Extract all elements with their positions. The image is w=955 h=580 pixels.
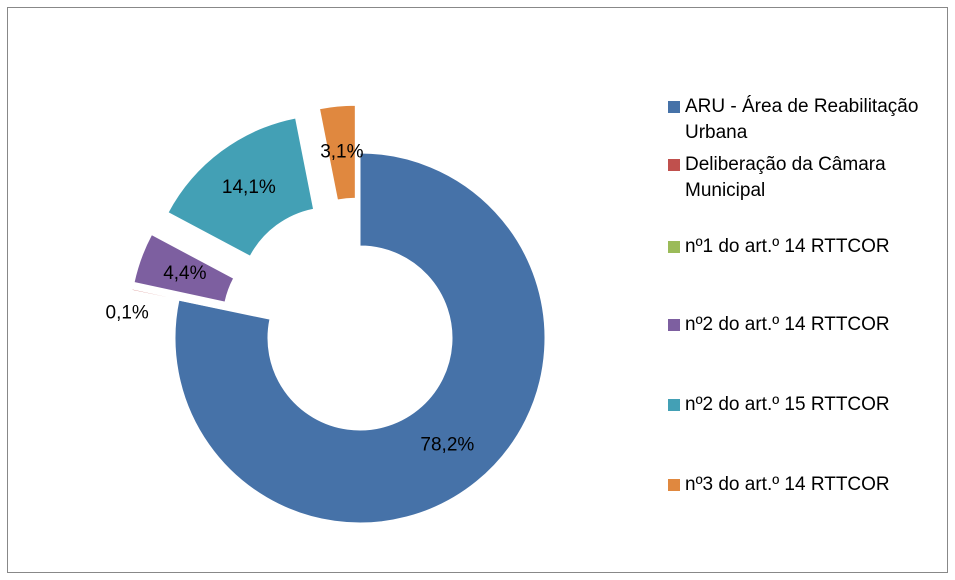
data-label: 14,1% [222, 177, 276, 198]
legend-swatch [668, 399, 680, 411]
data-label: 0,1% [106, 303, 149, 324]
legend-label: nº1 do art.º 14 RTTCOR [685, 236, 890, 257]
legend-label: nº3 do art.º 14 RTTCOR [685, 474, 890, 495]
legend-swatch [668, 101, 680, 113]
legend-swatch [668, 241, 680, 253]
legend-swatch [668, 479, 680, 491]
slice [318, 104, 356, 201]
data-label: 78,2% [420, 434, 474, 455]
slice [133, 233, 235, 303]
legend-label: nº2 do art.º 15 RTTCOR [685, 394, 890, 415]
legend-swatch [668, 319, 680, 331]
slice [167, 117, 315, 257]
legend-label: nº2 do art.º 14 RTTCOR [685, 314, 890, 335]
slice [131, 288, 224, 310]
legend-label: ARU - Área de Reabilitação Urbana [685, 96, 918, 143]
data-label: 4,4% [163, 263, 206, 284]
data-label: 3,1% [320, 141, 363, 162]
legend-swatch [668, 159, 680, 171]
slice [174, 152, 546, 524]
legend-label: Deliberação da Câmara Municipal [685, 154, 886, 201]
